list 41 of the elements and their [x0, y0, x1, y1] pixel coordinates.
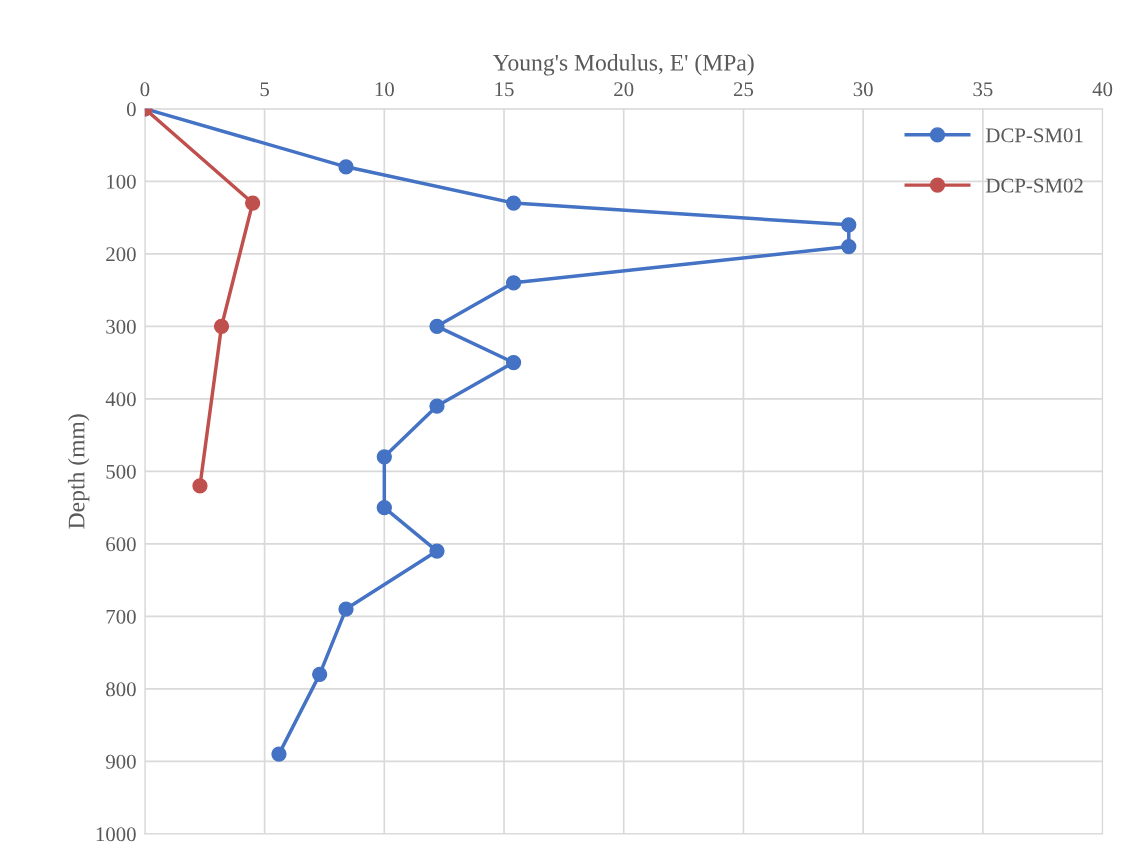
point: [376, 449, 392, 465]
x-tick-label: 10: [375, 82, 394, 97]
y-tick-label: 100: [107, 174, 136, 189]
point: [312, 666, 328, 682]
y-axis-title: Depth (mm): [67, 414, 90, 529]
y-tick-label: 700: [106, 609, 136, 624]
y-tick-label: 1000: [96, 827, 136, 842]
point: [841, 217, 857, 233]
y-tick-label: 600: [106, 537, 136, 552]
point: [338, 601, 354, 617]
y-tick-label: 0: [126, 102, 136, 117]
point: [244, 195, 261, 211]
point: [505, 275, 522, 291]
point: [429, 543, 445, 559]
point: [505, 195, 522, 211]
legend-label: DCP-SM02: [986, 178, 1083, 193]
x-tick-label: 25: [733, 82, 754, 97]
x-axis-title: Young's Modulus, E' (MPa): [493, 54, 754, 76]
point: [271, 746, 287, 762]
point: [338, 159, 354, 175]
y-tick-label: 200: [106, 247, 136, 262]
point: [841, 238, 857, 255]
x-tick-label: 40: [1092, 82, 1113, 97]
x-tick-label: 20: [614, 82, 634, 97]
point: [429, 398, 445, 414]
y-tick-label: 500: [106, 464, 136, 479]
x-tick-label: 0: [140, 82, 150, 97]
point: [213, 318, 230, 334]
point: [376, 499, 392, 516]
point: [192, 478, 208, 494]
x-tick-label: 15: [495, 82, 514, 97]
y-tick-label: 800: [106, 682, 136, 697]
x-tick-label: 30: [853, 82, 873, 97]
y-tick-label: 900: [105, 754, 136, 769]
y-tick-label: 400: [105, 392, 136, 407]
y-tick-label: 300: [106, 319, 136, 334]
point: [505, 354, 522, 371]
legend-label: DCP-SM01: [986, 128, 1083, 143]
point: [429, 318, 445, 334]
x-tick-label: 35: [973, 82, 993, 97]
x-tick-label: 5: [260, 82, 269, 97]
